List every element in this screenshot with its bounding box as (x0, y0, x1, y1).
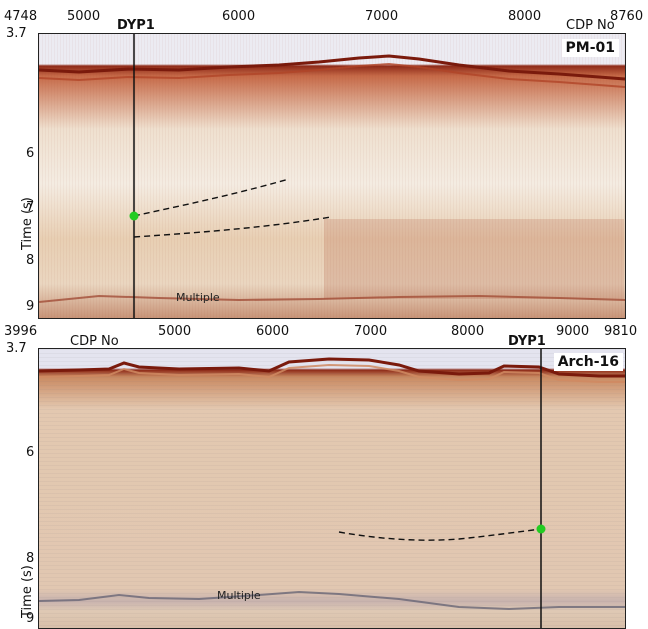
top-seafloor-reflector-secondary (39, 62, 625, 88)
bottom-cdp-tick-label: 8000 (451, 324, 485, 339)
bottom-time-tick-label: 3.7 (6, 341, 27, 356)
top-seafloor-reflector (39, 54, 625, 81)
top-horizon-upper (133, 178, 290, 217)
top-cdp-tick-label: 6000 (222, 9, 256, 24)
top-seismic-section: PM-01 Multiple (38, 33, 626, 319)
bottom-cdp-tick-label: 7000 (354, 324, 388, 339)
bottom-cdp-tick-label: 3996 (4, 324, 38, 339)
bottom-time-axis-title: Time (s) (20, 565, 35, 618)
bottom-cdp-tick-label: 6000 (256, 324, 290, 339)
top-cdp-tick-label: 4748 (4, 9, 38, 24)
top-time-tick-label: 8 (26, 253, 35, 268)
top-time-tick-label: 9 (26, 299, 35, 314)
bottom-multiple-reflector (39, 590, 625, 611)
top-time-tick-label: 6 (26, 146, 35, 161)
bottom-section-overlay (39, 349, 625, 628)
top-cdp-tick-label: 8760 (610, 9, 644, 24)
bottom-time-tick-label: 8 (26, 551, 35, 566)
top-bright-amplitude-zone (324, 219, 624, 299)
bottom-horizon (338, 528, 542, 541)
top-time-axis-title: Time (s) (20, 197, 35, 250)
top-section-overlay (39, 34, 625, 318)
top-horizon-lower (133, 216, 332, 238)
bottom-cdp-tick-label: 9810 (604, 324, 638, 339)
top-cdp-tick-label: 8000 (508, 9, 542, 24)
bottom-time-tick-label: 6 (26, 445, 35, 460)
bottom-seismic-section: Arch-16 Multiple (38, 348, 626, 629)
top-time-tick-label: 7 (26, 200, 35, 215)
top-cdp-axis-label: CDP No (566, 18, 615, 33)
bottom-well-marker (536, 524, 546, 534)
bottom-seafloor-reflector-secondary (39, 363, 625, 383)
bottom-cdp-tick-label: 9000 (556, 324, 590, 339)
top-section-label: PM-01 (561, 39, 619, 57)
top-cdp-tick-label: 7000 (365, 9, 399, 24)
top-well-label: DYP1 (115, 18, 157, 33)
bottom-multiple-label: Multiple (217, 589, 261, 602)
top-time-tick-label: 3.7 (6, 26, 27, 41)
bottom-seafloor-reflector (39, 357, 625, 378)
top-cdp-tick-label: 5000 (67, 9, 101, 24)
bottom-well-label: DYP1 (506, 334, 548, 349)
top-deep-reflector (39, 294, 625, 303)
top-multiple-label: Multiple (176, 291, 220, 304)
top-well-marker (129, 211, 139, 221)
bottom-cdp-axis-label: CDP No (70, 334, 119, 349)
bottom-cdp-tick-label: 5000 (158, 324, 192, 339)
bottom-section-label: Arch-16 (553, 353, 623, 371)
bottom-time-tick-label: 9 (26, 611, 35, 626)
